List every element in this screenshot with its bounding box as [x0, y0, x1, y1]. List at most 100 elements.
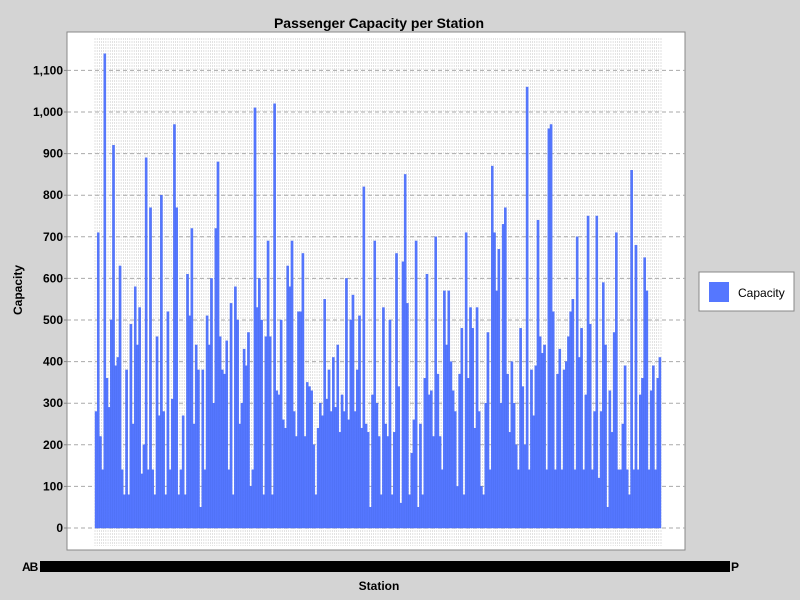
bar	[116, 357, 120, 529]
bar	[408, 494, 411, 529]
bar	[255, 307, 259, 529]
bar	[658, 357, 662, 529]
legend-swatch-capacity	[709, 282, 729, 302]
bar	[521, 386, 525, 529]
bar	[458, 373, 461, 529]
bar	[242, 348, 246, 529]
bar	[240, 403, 244, 529]
y-tick-label: 200	[43, 438, 63, 452]
bar	[412, 419, 416, 529]
bar	[477, 411, 481, 529]
bar	[205, 315, 209, 529]
bar	[445, 344, 448, 529]
bar	[595, 215, 599, 529]
x-axis-label: Station	[359, 579, 400, 593]
bar	[621, 423, 625, 529]
bar	[301, 253, 305, 529]
bar	[125, 369, 128, 529]
y-tick-label: 500	[43, 313, 63, 327]
bar	[395, 253, 398, 529]
bar	[238, 423, 242, 529]
bar	[323, 299, 326, 529]
bar	[334, 407, 337, 529]
bar	[149, 207, 152, 529]
bar	[210, 278, 213, 529]
bar	[549, 124, 553, 529]
bar	[560, 469, 564, 529]
bar	[612, 332, 616, 529]
y-tick-label: 700	[43, 230, 63, 244]
bar	[186, 274, 189, 529]
bar	[432, 436, 435, 529]
bar	[393, 432, 396, 529]
bar	[430, 390, 433, 529]
bar	[427, 394, 431, 529]
bar	[636, 469, 640, 529]
bar	[253, 107, 257, 529]
x-tick-labels-overlap	[40, 561, 730, 572]
bar	[425, 274, 429, 529]
bar	[379, 494, 383, 529]
bar	[508, 432, 511, 529]
bar	[129, 323, 133, 529]
bar	[656, 378, 660, 529]
bar	[384, 423, 387, 529]
bar	[268, 336, 272, 529]
bar	[308, 386, 311, 529]
bar	[319, 403, 322, 529]
bar	[110, 319, 113, 529]
bar	[349, 319, 353, 529]
bar	[251, 469, 255, 529]
legend: Capacity	[698, 271, 795, 312]
bar	[99, 436, 102, 529]
bar	[573, 469, 577, 529]
bar	[362, 186, 366, 529]
bar	[227, 469, 231, 529]
bar	[403, 174, 407, 529]
bar	[578, 357, 581, 529]
bar	[312, 444, 316, 529]
bar	[225, 340, 228, 529]
bar	[179, 469, 183, 529]
bar	[523, 444, 527, 529]
bar	[151, 469, 154, 529]
bar	[286, 265, 289, 529]
bar	[512, 403, 516, 529]
x-tick-label-last: P	[731, 560, 739, 574]
bar	[192, 423, 196, 529]
bar	[416, 507, 420, 529]
bar	[532, 415, 535, 529]
y-tick-label: 900	[43, 147, 63, 161]
bar	[482, 494, 485, 529]
bar	[181, 415, 185, 529]
bar	[105, 378, 109, 529]
bar	[277, 394, 281, 529]
bar	[484, 403, 488, 529]
y-tick-label: 100	[43, 479, 63, 493]
bar	[303, 436, 307, 529]
bar	[534, 365, 538, 529]
bar	[580, 328, 583, 529]
bar	[177, 494, 181, 529]
bar	[201, 369, 205, 529]
bar	[366, 432, 370, 529]
bar	[495, 290, 498, 529]
bar	[258, 278, 261, 529]
bar	[155, 336, 159, 529]
bar	[103, 53, 107, 529]
bar	[321, 415, 324, 529]
y-tick-label: 800	[43, 188, 63, 202]
bar	[264, 336, 268, 529]
bar	[610, 432, 614, 529]
bar	[173, 124, 176, 529]
bar	[397, 386, 400, 529]
bar	[273, 103, 276, 529]
x-tick-label-first: AB	[22, 560, 39, 574]
bar	[602, 282, 605, 529]
bar	[157, 415, 161, 529]
bar	[351, 294, 355, 529]
bar	[447, 290, 451, 529]
bar	[639, 394, 642, 529]
bar	[597, 477, 601, 529]
